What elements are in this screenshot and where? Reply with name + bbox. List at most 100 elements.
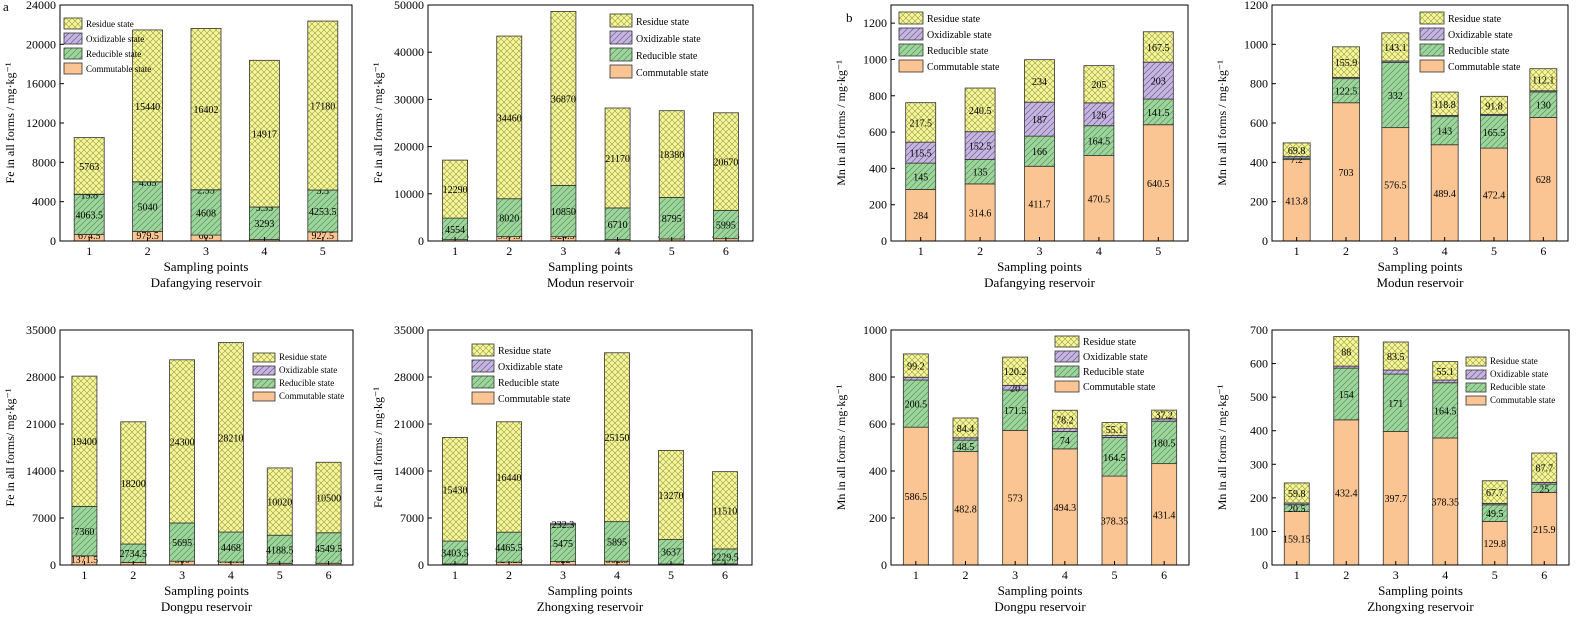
y-tick-label: 35000	[26, 323, 56, 337]
x-tick-label: 5	[668, 568, 674, 582]
y-tick-label: 0	[418, 558, 424, 572]
data-label: 165.5	[1483, 128, 1506, 139]
legend-label: Residue state	[636, 17, 690, 28]
bar-segment-residue-2	[952, 417, 979, 439]
y-tick-label: 4000	[32, 195, 56, 209]
data-label: 5040	[138, 203, 158, 214]
y-tick-label: 0	[881, 234, 887, 248]
legend-swatch	[471, 391, 495, 405]
bar-segment-oxidizable-3	[1382, 369, 1409, 375]
y-tick-label: 200	[1250, 195, 1268, 209]
x-tick-label: 2	[130, 568, 136, 582]
y-tick-label: 200	[869, 511, 887, 525]
x-tick-label: 3	[560, 568, 566, 582]
chart-title: Dafangying reservoir	[151, 275, 262, 290]
y-tick-label: 600	[869, 125, 887, 139]
y-tick-label: 40000	[394, 45, 424, 59]
x-axis-label: Sampling points	[548, 583, 633, 598]
legend-swatch	[63, 17, 83, 30]
data-label: 7.2	[1290, 155, 1303, 166]
data-label: 8795	[662, 214, 682, 225]
y-axis-label: Fe in all forms / mg·kg⁻¹	[371, 62, 385, 183]
data-label: 5.35	[256, 203, 274, 214]
bar-segment-residue-3	[190, 28, 222, 191]
data-label: 703	[1339, 168, 1354, 179]
x-tick-label: 6	[723, 244, 729, 258]
x-tick-label: 1	[1294, 568, 1300, 582]
data-label: 397.7	[1385, 494, 1408, 505]
bar-segment-reducible-4	[218, 531, 244, 563]
bar-segment-oxidizable-3	[550, 522, 576, 526]
data-label: 15440	[135, 102, 160, 113]
bar-segment-commutable-4	[1432, 437, 1459, 566]
data-label: 217.5	[909, 118, 932, 129]
data-label: 1371.5	[71, 555, 99, 566]
legend-label: Oxidizable state	[498, 362, 563, 373]
data-label: 413.8	[1285, 196, 1308, 207]
data-label: 18380	[659, 150, 684, 161]
y-tick-label: 400	[1250, 424, 1268, 438]
x-tick-label: 5	[1155, 244, 1161, 258]
legend-swatch	[898, 11, 924, 25]
bar-segment-reducible-4	[1432, 382, 1459, 439]
x-tick-label: 2	[506, 244, 512, 258]
legend-label: Reducible state	[86, 49, 141, 59]
bar-segment-residue-5	[1101, 422, 1128, 436]
y-tick-label: 1000	[863, 52, 887, 66]
legend-swatch	[471, 375, 495, 389]
bar-segment-residue-5	[1481, 480, 1508, 504]
x-tick-label: 4	[615, 244, 621, 258]
x-axis-label: Sampling points	[998, 583, 1083, 598]
data-label: 2229.5	[711, 552, 739, 563]
chart-title: Zhongxing reservoir	[1367, 599, 1474, 614]
data-label: 4063.5	[75, 210, 103, 221]
plot-frame	[1271, 329, 1570, 566]
bar-segment-reducible-4	[604, 207, 631, 240]
legend-label: Reducible state	[636, 51, 698, 62]
data-label: 3293	[254, 219, 274, 230]
data-label: 482.8	[954, 504, 977, 515]
legend-swatch	[471, 359, 495, 373]
bar-segment-residue-1	[73, 137, 105, 195]
data-label: 21170	[605, 154, 630, 165]
y-tick-label: 800	[869, 370, 887, 384]
data-label: 10020	[267, 498, 292, 509]
legend-swatch	[1465, 369, 1487, 380]
legend-swatch	[609, 47, 633, 62]
y-axis-label: Mn in all forms / mg·kg⁻¹	[834, 384, 848, 510]
data-label: 200.5	[905, 400, 928, 411]
bar-segment-residue-6	[1531, 452, 1558, 483]
plot-frame	[59, 329, 354, 566]
y-tick-label: 30000	[394, 92, 424, 106]
legend-label: Commutable state	[636, 68, 709, 79]
bar-segment-residue-5	[658, 450, 684, 540]
bar-segment-reducible-3	[1024, 135, 1055, 167]
data-label: 5763	[79, 162, 99, 173]
data-label: 14917	[252, 130, 277, 141]
y-tick-label: 20000	[26, 37, 56, 51]
bar-segment-reducible-5	[307, 189, 339, 233]
bar-segment-residue-3	[550, 10, 577, 186]
legend-label: Reducible state	[498, 378, 560, 389]
legend-label: Reducible state	[279, 378, 334, 388]
y-axis-label: Mn in all forms / mg·kg⁻¹	[1215, 384, 1229, 510]
x-tick-label: 3	[1393, 568, 1399, 582]
x-tick-label: 1	[81, 568, 87, 582]
x-tick-label: 4	[228, 568, 234, 582]
legend-label: Commutable state	[498, 394, 571, 405]
bar-segment-residue-4	[1051, 409, 1078, 430]
legend-label: Commutable state	[927, 62, 1000, 73]
legend-swatch	[898, 27, 924, 41]
x-tick-label: 6	[1540, 244, 1546, 258]
y-tick-label: 700	[1250, 323, 1268, 337]
data-label: 187	[1032, 115, 1047, 126]
x-tick-label: 4	[261, 244, 267, 258]
y-tick-label: 400	[1250, 155, 1268, 169]
x-tick-label: 2	[145, 244, 151, 258]
data-label: 112.1	[1532, 76, 1554, 87]
bar-segment-reducible-3	[1002, 389, 1029, 431]
bar-segment-commutable-2	[964, 183, 996, 242]
bar-segment-residue-4	[248, 59, 280, 208]
data-label: 122.5	[1335, 87, 1358, 98]
